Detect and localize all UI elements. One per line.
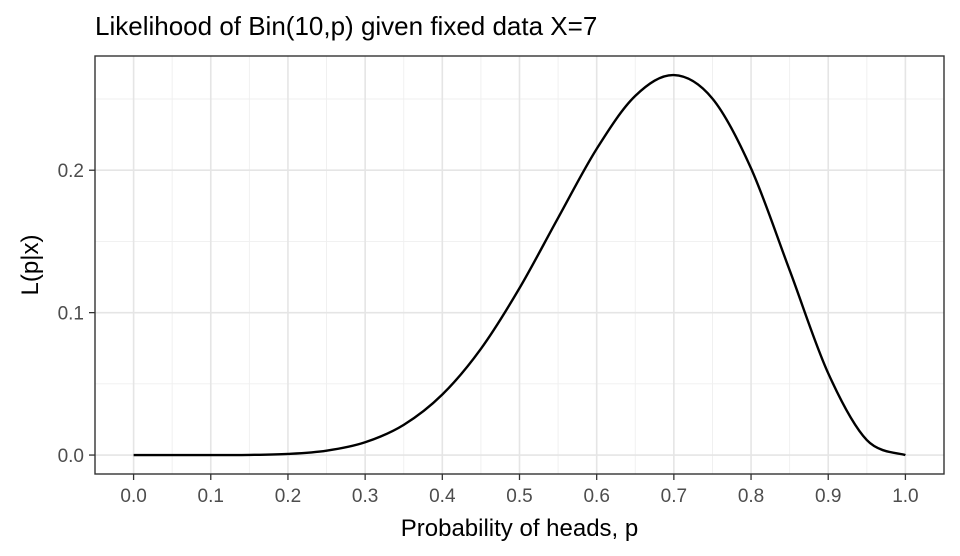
y-tick-label: 0.0 [58, 446, 84, 467]
x-tick-label: 0.2 [275, 486, 301, 507]
x-tick-label: 0.3 [352, 486, 378, 507]
y-tick-label: 0.2 [58, 161, 84, 182]
x-tick-label: 0.8 [738, 486, 764, 507]
chart-title: Likelihood of Bin(10,p) given fixed data… [95, 11, 597, 41]
grid-lines [95, 56, 944, 474]
x-tick-label: 0.4 [429, 486, 456, 507]
y-axis-title: L(p|x) [17, 235, 44, 296]
x-tick-label: 0.6 [583, 486, 609, 507]
y-tick-label: 0.1 [58, 304, 84, 325]
x-tick-label: 0.5 [506, 486, 532, 507]
x-tick-label: 0.1 [198, 486, 224, 507]
likelihood-curve [133, 73, 906, 457]
x-tick-label: 1.0 [892, 486, 918, 507]
axis-ticks: 0.0 0.1 0.2 0.3 0.4 0.5 0.6 0.7 0.8 0.9 1.0 0.0 0.1 0… [58, 161, 919, 507]
x-tick-label: 0.9 [815, 486, 841, 507]
series-layer [133, 73, 906, 457]
x-tick-label: 0.0 [120, 486, 146, 507]
x-tick-label: 0.7 [661, 486, 687, 507]
x-axis-title: Probability of heads, p [401, 515, 638, 542]
